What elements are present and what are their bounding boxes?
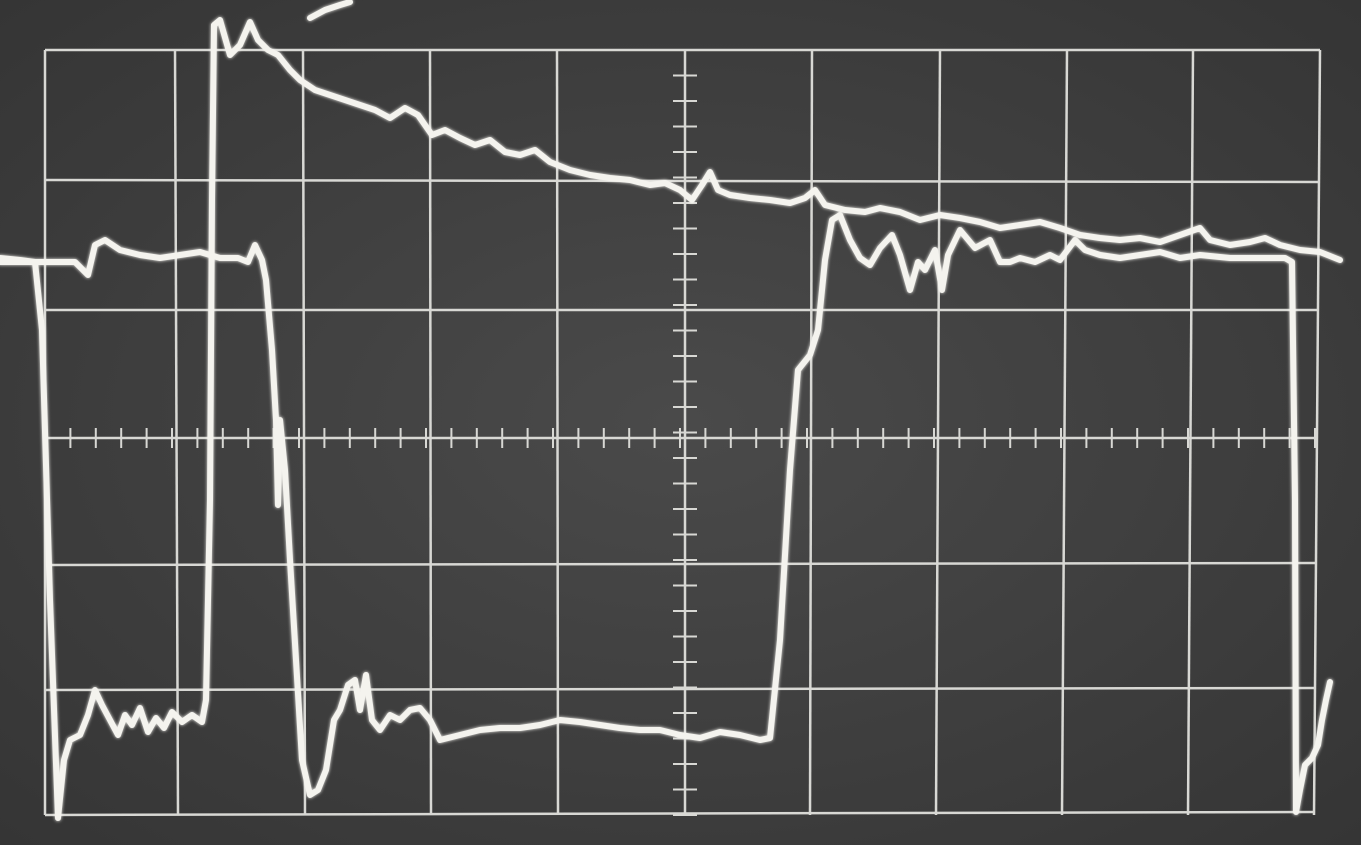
grid-line xyxy=(173,49,180,816)
trace-top xyxy=(307,0,353,21)
grid-line xyxy=(44,686,1315,692)
grid-line xyxy=(44,810,1315,817)
traces xyxy=(0,0,1343,821)
center-ticks xyxy=(44,49,1316,816)
grid-line xyxy=(44,178,1321,184)
grid-line xyxy=(44,561,1317,567)
trace-square-b xyxy=(0,212,1333,815)
grid-line xyxy=(808,49,814,816)
grid-line xyxy=(428,49,433,816)
grid-line xyxy=(1312,49,1322,816)
grid-line xyxy=(301,49,307,816)
trace-square xyxy=(0,17,1343,821)
grid-line xyxy=(555,49,560,816)
